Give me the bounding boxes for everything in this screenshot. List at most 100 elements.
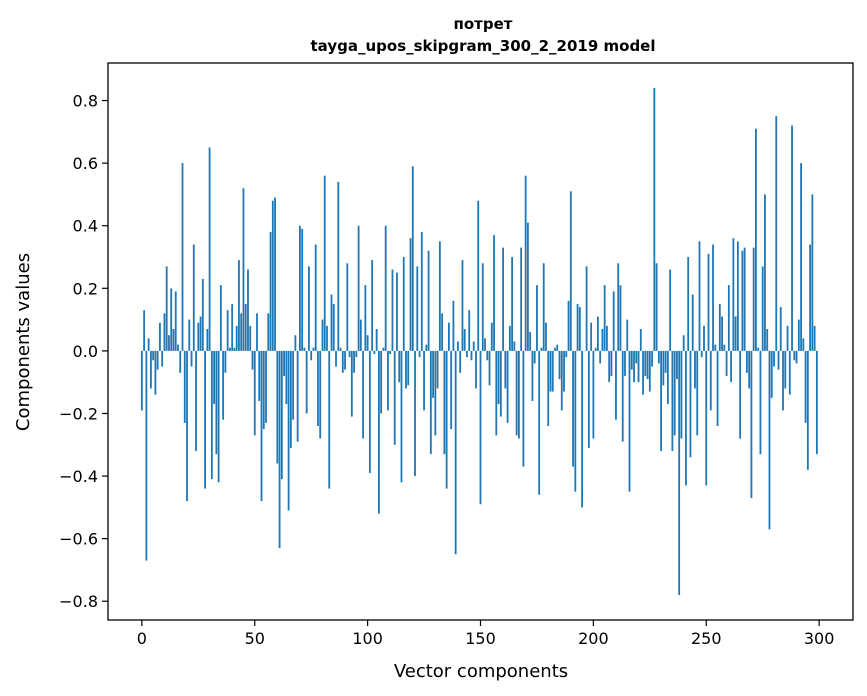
bar-108 xyxy=(384,225,387,351)
bar-79 xyxy=(319,350,322,439)
bar-23 xyxy=(192,244,195,351)
bar-156 xyxy=(493,235,495,351)
bar-155 xyxy=(490,322,493,351)
bar-188 xyxy=(565,350,568,358)
bar-75 xyxy=(310,350,313,361)
bar-166 xyxy=(515,350,518,436)
bar-147 xyxy=(472,341,475,351)
bar-277 xyxy=(766,328,769,351)
bar-239 xyxy=(680,350,683,439)
bar-251 xyxy=(707,253,710,351)
bar-254 xyxy=(714,344,717,351)
bar-158 xyxy=(497,350,500,405)
bar-200 xyxy=(592,350,595,439)
bar-297 xyxy=(811,194,814,351)
bar-50 xyxy=(253,350,256,436)
bar-261 xyxy=(730,350,732,383)
bar-121 xyxy=(414,350,416,477)
bar-296 xyxy=(809,244,812,351)
bar-91 xyxy=(346,263,349,351)
bar-206 xyxy=(606,325,608,351)
bar-64 xyxy=(285,350,288,405)
bar-47 xyxy=(247,269,249,351)
bar-217 xyxy=(630,350,633,370)
bar-2 xyxy=(145,350,148,561)
bar-279 xyxy=(770,350,773,398)
bar-149 xyxy=(477,200,480,351)
bar-267 xyxy=(743,247,746,351)
bar-221 xyxy=(639,328,642,351)
bar-128 xyxy=(429,350,432,455)
bar-72 xyxy=(303,347,306,351)
bar-11 xyxy=(165,266,168,351)
y-tick-label: −0.4 xyxy=(59,467,98,486)
bar-78 xyxy=(317,350,319,426)
bar-113 xyxy=(396,272,398,351)
x-tick-label: 250 xyxy=(691,629,722,648)
bar-123 xyxy=(418,350,421,358)
bar-243 xyxy=(689,350,692,458)
bar-74 xyxy=(308,266,310,351)
bar-186 xyxy=(560,350,563,411)
bar-281 xyxy=(775,116,778,351)
bar-263 xyxy=(734,316,737,351)
bar-286 xyxy=(786,325,789,351)
bar-290 xyxy=(795,350,798,364)
bar-211 xyxy=(617,263,620,351)
bar-209 xyxy=(612,291,615,351)
bar-272 xyxy=(755,128,757,351)
bar-167 xyxy=(517,350,520,439)
bar-125 xyxy=(423,350,425,411)
bar-135 xyxy=(445,350,448,489)
bar-61 xyxy=(278,350,281,549)
bar-138 xyxy=(452,300,455,351)
bar-85 xyxy=(332,303,335,351)
bar-71 xyxy=(301,228,304,351)
bar-41 xyxy=(233,347,236,351)
bar-291 xyxy=(797,319,800,351)
bar-174 xyxy=(533,350,536,364)
bar-177 xyxy=(540,347,543,351)
bar-160 xyxy=(502,247,504,351)
bar-133 xyxy=(441,313,444,351)
bar-163 xyxy=(508,325,511,351)
bar-234 xyxy=(669,269,672,351)
bar-266 xyxy=(741,250,744,351)
y-tick-label: 0.8 xyxy=(73,92,98,111)
bar-130 xyxy=(434,350,437,436)
bar-146 xyxy=(470,350,473,361)
bar-39 xyxy=(229,347,231,351)
x-tick-label: 0 xyxy=(137,629,147,648)
bar-228 xyxy=(655,263,658,351)
bar-28 xyxy=(204,350,206,489)
bar-255 xyxy=(716,350,719,426)
bar-27 xyxy=(201,278,204,351)
bar-299 xyxy=(815,350,818,455)
bar-187 xyxy=(563,350,565,392)
bar-92 xyxy=(348,350,351,358)
bar-53 xyxy=(260,350,263,502)
x-axis-label: Vector components xyxy=(394,661,568,682)
bar-273 xyxy=(757,347,760,351)
bar-168 xyxy=(520,247,523,351)
bar-238 xyxy=(678,350,681,595)
bar-197 xyxy=(585,266,588,351)
bar-115 xyxy=(400,350,403,483)
bar-44 xyxy=(240,313,243,351)
bar-77 xyxy=(314,244,317,351)
bar-183 xyxy=(554,347,556,351)
y-tick-label: 0.6 xyxy=(73,154,98,173)
bar-292 xyxy=(800,163,802,351)
chart-subtitle: tayga_upos_skipgram_300_2_2019 model xyxy=(311,37,656,55)
bar-57 xyxy=(269,231,272,351)
bar-16 xyxy=(177,344,179,351)
bar-249 xyxy=(703,325,705,351)
bar-236 xyxy=(673,350,676,436)
bar-107 xyxy=(382,347,385,351)
bar-139 xyxy=(454,350,457,555)
bar-110 xyxy=(389,350,392,355)
chart-title: потрет xyxy=(454,15,513,33)
bar-73 xyxy=(305,350,308,414)
bar-12 xyxy=(168,335,170,351)
